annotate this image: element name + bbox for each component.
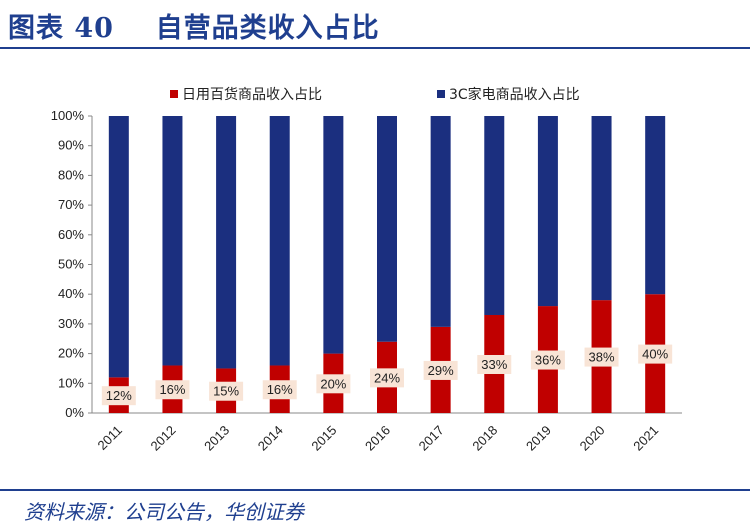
- x-tick-label-2015: 2015: [308, 423, 339, 454]
- stacked-bar-chart: 日用百货商品收入占比 3C家电商品收入占比 0% 10% 20% 30% 40% 50% 60%…: [51, 86, 682, 454]
- data-label-2012: 16%: [159, 382, 185, 397]
- data-label-2016: 24%: [374, 370, 400, 385]
- y-tick-label: 100%: [51, 108, 85, 123]
- source-divider: [0, 489, 750, 491]
- y-tick-label: 50%: [58, 257, 84, 272]
- y-tick-label: 30%: [58, 316, 84, 331]
- data-label-2019: 36%: [535, 353, 561, 368]
- x-tick-label-2017: 2017: [416, 423, 447, 454]
- data-label-bg-2013: [209, 381, 244, 401]
- y-tick-label: 40%: [58, 286, 84, 301]
- x-tick-label-2020: 2020: [577, 423, 608, 454]
- data-label-bg-2018: [477, 354, 512, 374]
- bar-3c-2021: [645, 116, 666, 295]
- legend-swatch-1: [170, 90, 178, 98]
- bar-3c-2017: [430, 116, 451, 327]
- x-tick-label-2019: 2019: [523, 423, 554, 454]
- data-label-bg-2019: [530, 350, 565, 370]
- bar-3c-2014: [269, 116, 290, 366]
- y-tick-label: 90%: [58, 138, 84, 153]
- data-label-bg-2015: [316, 374, 351, 394]
- figure-header: 图表 40 自营品类收入占比: [0, 0, 750, 49]
- x-tick-label-2014: 2014: [255, 423, 286, 454]
- data-label-bg-2017: [423, 360, 458, 380]
- legend-label-2: 3C家电商品收入占比: [449, 86, 580, 103]
- data-label-2014: 16%: [267, 382, 293, 397]
- y-tick-label: 10%: [58, 375, 84, 390]
- data-label-2018: 33%: [481, 357, 507, 372]
- bar-3c-2015: [323, 116, 344, 354]
- x-tick-label-2013: 2013: [201, 423, 232, 454]
- data-label-bg-2016: [370, 368, 404, 388]
- x-tick-label-2021: 2021: [630, 423, 661, 454]
- data-label-2021: 40%: [642, 347, 668, 362]
- title-divider: [0, 47, 750, 49]
- y-tick-label: 70%: [58, 197, 84, 212]
- x-tick-label-2016: 2016: [362, 423, 393, 454]
- data-label-bg-2011: [101, 386, 136, 406]
- y-tick-label: 60%: [58, 227, 84, 242]
- bar-3c-2020: [591, 116, 612, 301]
- bar-3c-2013: [216, 116, 237, 369]
- data-label-2017: 29%: [428, 363, 454, 378]
- x-tick-label-2012: 2012: [148, 423, 179, 454]
- data-label-2011: 12%: [106, 388, 132, 403]
- figure-title: 图表 40 自营品类收入占比: [8, 13, 380, 44]
- x-tick-label-2018: 2018: [469, 423, 500, 454]
- data-label-2020: 38%: [589, 350, 615, 365]
- data-label-bg-2021: [638, 344, 673, 364]
- y-tick-label: 80%: [58, 167, 84, 182]
- legend-swatch-2: [437, 90, 445, 98]
- data-label-2013: 15%: [213, 384, 239, 399]
- y-tick-label: 20%: [58, 346, 84, 361]
- legend-label-1: 日用百货商品收入占比: [182, 86, 322, 103]
- data-label-2015: 20%: [320, 376, 346, 391]
- data-label-bg-2020: [584, 347, 619, 367]
- bar-3c-2012: [162, 116, 183, 366]
- data-label-bg-2014: [262, 380, 297, 400]
- bar-3c-2016: [377, 116, 397, 342]
- bar-3c-2011: [108, 116, 129, 378]
- source-note: 资料来源：公司公告，华创证券: [24, 500, 304, 524]
- bar-3c-2019: [537, 116, 558, 307]
- data-label-bg-2012: [155, 380, 190, 400]
- x-tick-label-2011: 2011: [95, 423, 125, 453]
- bar-3c-2018: [484, 116, 505, 315]
- y-tick-label: 0%: [65, 405, 84, 420]
